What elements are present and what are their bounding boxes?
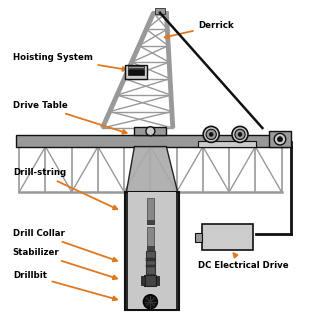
Circle shape xyxy=(206,129,216,140)
Bar xyxy=(128,69,144,75)
Text: Derrick: Derrick xyxy=(165,21,234,38)
Circle shape xyxy=(277,137,283,142)
Text: DC Electrical Drive: DC Electrical Drive xyxy=(198,253,289,270)
Bar xyxy=(144,275,156,286)
Bar xyxy=(128,192,176,309)
Circle shape xyxy=(143,295,157,309)
Bar xyxy=(16,135,288,147)
Text: Drill-string: Drill-string xyxy=(13,168,117,209)
Bar xyxy=(269,131,291,147)
Bar xyxy=(125,192,179,310)
Text: Drill Collar: Drill Collar xyxy=(13,229,117,261)
Bar xyxy=(198,141,256,147)
Bar xyxy=(147,246,154,250)
Bar xyxy=(146,258,155,261)
Bar xyxy=(141,276,145,285)
Circle shape xyxy=(209,132,213,136)
Circle shape xyxy=(274,133,286,145)
Bar xyxy=(134,127,166,135)
Bar xyxy=(147,220,154,224)
Bar xyxy=(156,276,159,285)
Circle shape xyxy=(203,126,219,142)
Bar xyxy=(147,198,154,224)
Circle shape xyxy=(232,126,248,142)
Circle shape xyxy=(146,127,155,136)
Bar xyxy=(125,65,147,79)
Bar xyxy=(146,265,155,267)
Text: Hoisting System: Hoisting System xyxy=(13,53,126,71)
Text: Drive Table: Drive Table xyxy=(13,101,127,134)
Text: Drillbit: Drillbit xyxy=(13,271,117,300)
Bar xyxy=(147,227,154,250)
Polygon shape xyxy=(126,147,178,192)
Bar xyxy=(146,251,155,274)
Bar xyxy=(195,233,202,242)
Circle shape xyxy=(235,129,245,140)
Text: Stabilizer: Stabilizer xyxy=(13,248,117,279)
Circle shape xyxy=(238,132,242,136)
Bar xyxy=(202,224,253,250)
Bar xyxy=(128,66,144,68)
Bar xyxy=(155,8,165,14)
